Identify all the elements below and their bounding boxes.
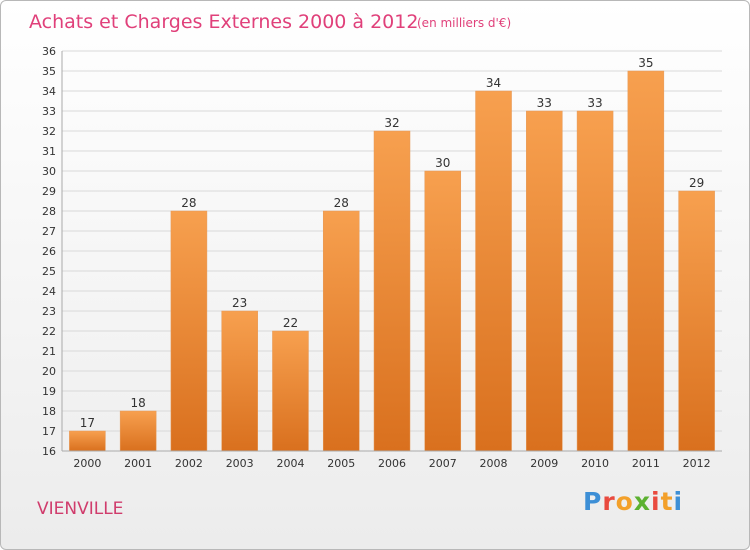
- bar-2002: [170, 210, 208, 452]
- logo-letter: i: [673, 487, 684, 516]
- bar-2006: [373, 130, 411, 452]
- x-tick-label: 2011: [632, 457, 660, 470]
- x-tick-label: 2009: [530, 457, 558, 470]
- logo-letter: o: [615, 487, 634, 516]
- bar-2010: [576, 110, 614, 452]
- bar-value-label: 23: [232, 296, 247, 310]
- y-tick-label: 32: [42, 125, 56, 138]
- chart-title: Achats et Charges Externes 2000 à 2012: [29, 11, 418, 33]
- bar-2003: [221, 310, 258, 452]
- logo-letter: P: [583, 487, 603, 516]
- y-tick-label: 31: [42, 145, 56, 158]
- proxiti-logo: Proxiti: [583, 487, 683, 516]
- bar-value-label: 30: [435, 156, 450, 170]
- y-tick-label: 29: [42, 185, 56, 198]
- x-tick-label: 2000: [73, 457, 101, 470]
- bar-2008: [475, 90, 512, 452]
- bars: 17 18 28 23 22 28 32 30 34 33 33 35 29: [69, 56, 715, 452]
- y-tick-label: 35: [42, 65, 56, 78]
- x-tick-label: 2007: [429, 457, 457, 470]
- bar-value-label: 17: [80, 416, 95, 430]
- bar-2005: [322, 210, 360, 452]
- bar-2012: [678, 190, 715, 452]
- bar-value-label: 35: [638, 56, 653, 70]
- x-tick-label: 2005: [327, 457, 355, 470]
- city-name: VIENVILLE: [37, 499, 123, 519]
- bar-value-label: 28: [334, 196, 349, 210]
- y-tick-label: 19: [42, 385, 56, 398]
- x-tick-label: 2012: [683, 457, 711, 470]
- bar-value-label: 34: [486, 76, 501, 90]
- y-tick-label: 22: [42, 325, 56, 338]
- y-axis: 16 17 18 19 20 21 22 23 24 25 26 27 28 29 30 31 32 33 34 35…: [42, 45, 63, 458]
- y-tick-label: 28: [42, 205, 56, 218]
- y-tick-label: 33: [42, 105, 56, 118]
- logo-letter: i: [651, 487, 661, 516]
- bar-value-label: 29: [689, 176, 704, 190]
- bar-2009: [526, 110, 563, 452]
- x-axis: 2000 2001 2002 2003 2004 2005 2006 2007 2008 2009…: [62, 450, 722, 470]
- bar-value-label: 33: [587, 96, 602, 110]
- bar-value-label: 22: [283, 316, 298, 330]
- x-tick-label: 2008: [480, 457, 508, 470]
- bar-value-label: 32: [384, 116, 399, 130]
- bar-2011: [627, 70, 665, 452]
- x-tick-label: 2004: [276, 457, 304, 470]
- bar-value-label: 18: [131, 396, 146, 410]
- y-tick-label: 20: [42, 365, 56, 378]
- bar-2004: [272, 330, 309, 452]
- logo-letter: r: [602, 487, 616, 516]
- x-tick-label: 2001: [124, 457, 152, 470]
- y-tick-label: 17: [42, 425, 56, 438]
- chart-unit: (en milliers d'€): [417, 16, 511, 30]
- y-tick-label: 34: [42, 85, 56, 98]
- y-tick-label: 18: [42, 405, 56, 418]
- y-tick-label: 24: [42, 285, 56, 298]
- logo-letter: x: [633, 487, 651, 516]
- y-tick-label: 21: [42, 345, 56, 358]
- bar-2001: [119, 410, 157, 452]
- y-tick-label: 27: [42, 225, 56, 238]
- x-tick-label: 2006: [378, 457, 406, 470]
- x-tick-label: 2003: [226, 457, 254, 470]
- logo-letter: t: [660, 487, 674, 516]
- bar-value-label: 33: [537, 96, 552, 110]
- y-tick-label: 16: [42, 445, 56, 458]
- y-tick-label: 30: [42, 165, 56, 178]
- bar-value-label: 28: [181, 196, 196, 210]
- bar-2007: [424, 170, 462, 452]
- y-tick-label: 26: [42, 245, 56, 258]
- x-tick-label: 2010: [581, 457, 609, 470]
- y-tick-label: 36: [42, 45, 56, 58]
- y-tick-label: 23: [42, 305, 56, 318]
- y-tick-label: 25: [42, 265, 56, 278]
- x-tick-label: 2002: [175, 457, 203, 470]
- bar-2000: [69, 430, 106, 452]
